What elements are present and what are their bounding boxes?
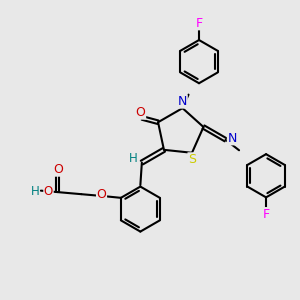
- Text: O: O: [44, 185, 53, 198]
- Text: N: N: [178, 95, 187, 108]
- Text: S: S: [188, 153, 196, 166]
- Text: O: O: [136, 106, 146, 119]
- Text: H: H: [31, 185, 39, 198]
- Text: F: F: [195, 17, 203, 30]
- Text: F: F: [262, 208, 270, 221]
- Text: H: H: [128, 152, 137, 165]
- Text: O: O: [53, 163, 63, 176]
- Text: N: N: [227, 132, 237, 145]
- Text: O: O: [97, 188, 106, 201]
